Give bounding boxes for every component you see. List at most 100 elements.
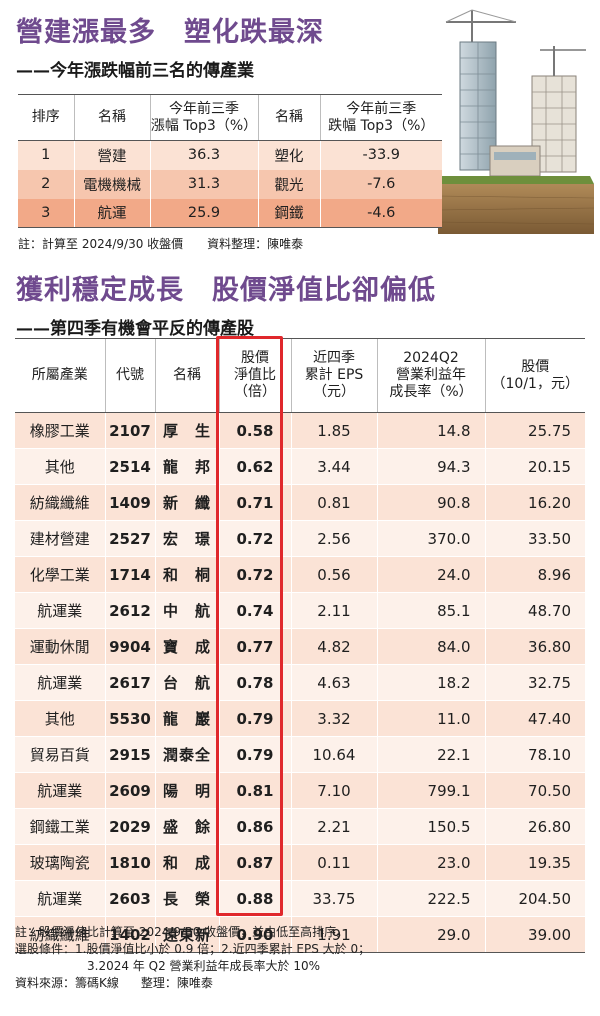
pbr-cell: 0.81	[218, 772, 291, 809]
pbr-cell: 0.62	[218, 448, 291, 485]
table-row: 紡織纖維 1409 新 纖 0.71 0.81 90.8 16.20	[15, 484, 585, 521]
table-row: 橡膠工業 2107 厚 生 0.58 1.85 14.8 25.75	[15, 412, 585, 449]
header-industry: 所屬產業	[15, 338, 105, 413]
eps-cell: 4.63	[290, 664, 377, 701]
table-row: 航運業 2609 陽 明 0.81 7.10 799.1 70.50	[15, 772, 585, 809]
industry-cell: 貿易百貨	[15, 736, 105, 773]
industry-cell: 航運業	[15, 880, 105, 917]
growth-cell: 799.1	[376, 772, 485, 809]
name-cell: 龍 邦	[154, 448, 219, 485]
pbr-cell: 0.79	[218, 736, 291, 773]
industry-cell: 化學工業	[15, 556, 105, 593]
fall-value-cell: -33.9	[319, 140, 442, 170]
name-cell: 新 纖	[154, 484, 219, 521]
growth-cell: 11.0	[376, 700, 485, 737]
eps-cell: 1.91	[290, 916, 377, 953]
criteria-line-2: 3.2024 年 Q2 營業利益年成長率大於 10%	[87, 959, 320, 973]
table-row: 鋼鐵工業 2029 盛 餘 0.86 2.21 150.5 26.80	[15, 808, 585, 845]
name-cell: 台 航	[154, 664, 219, 701]
header-name: 名稱	[73, 94, 150, 141]
section2-notes: 註：股價淨值比計算至 2024/9/30 收盤價，並由低至高排序。 選股條件：1…	[15, 924, 370, 992]
name-cell: 龍 巖	[154, 700, 219, 737]
source-line: 資料來源：籌碼K線 整理：陳唯泰	[15, 975, 370, 992]
header-name: 名稱	[154, 338, 219, 413]
name-cell: 和 桐	[154, 556, 219, 593]
industry-cell: 建材營建	[15, 520, 105, 557]
price-cell: 26.80	[484, 808, 585, 845]
pbr-cell: 0.77	[218, 628, 291, 665]
header-rise: 今年前三季 漲幅 Top3（%）	[149, 94, 258, 141]
rise-value-cell: 31.3	[149, 169, 258, 199]
section1-subtitle: ——今年漲跌幅前三名的傳產業	[16, 61, 254, 81]
eps-cell: 10.64	[290, 736, 377, 773]
pbr-cell: 0.78	[218, 664, 291, 701]
price-cell: 19.35	[484, 844, 585, 881]
section1-title: 營建漲最多 塑化跌最深	[16, 17, 324, 48]
code-cell: 2617	[104, 664, 155, 701]
table-row: 運動休閒 9904 寶 成 0.77 4.82 84.0 36.80	[15, 628, 585, 665]
price-cell: 204.50	[484, 880, 585, 917]
rise-value-cell: 25.9	[149, 198, 258, 228]
growth-cell: 94.3	[376, 448, 485, 485]
growth-cell: 23.0	[376, 844, 485, 881]
eps-cell: 3.44	[290, 448, 377, 485]
header-name2: 名稱	[257, 94, 320, 141]
code-cell: 1714	[104, 556, 155, 593]
growth-cell: 150.5	[376, 808, 485, 845]
industry-cell: 鋼鐵工業	[15, 808, 105, 845]
name-cell: 宏 璟	[154, 520, 219, 557]
growth-cell: 84.0	[376, 628, 485, 665]
table-header-row: 所屬產業 代號 名稱 股價 淨值比 （倍） 近四季 累計 EPS （元） 202…	[15, 338, 585, 413]
growth-cell: 24.0	[376, 556, 485, 593]
header-pbr: 股價 淨值比 （倍）	[218, 338, 291, 413]
section2-subtitle: ——第四季有機會平反的傳產股	[16, 319, 254, 339]
code-cell: 2609	[104, 772, 155, 809]
pbr-note: 註：股價淨值比計算至 2024/9/30 收盤價，並由低至高排序。	[15, 925, 349, 939]
growth-cell: 222.5	[376, 880, 485, 917]
fall-value-cell: -7.6	[319, 169, 442, 199]
pbr-cell: 0.58	[218, 412, 291, 449]
name-cell: 寶 成	[154, 628, 219, 665]
eps-cell: 0.81	[290, 484, 377, 521]
table-row: 其他 2514 龍 邦 0.62 3.44 94.3 20.15	[15, 448, 585, 485]
price-cell: 20.15	[484, 448, 585, 485]
price-cell: 47.40	[484, 700, 585, 737]
fall-name-cell: 觀光	[257, 169, 320, 199]
table-header-row: 排序 名稱 今年前三季 漲幅 Top3（%） 名稱 今年前三季 跌幅 Top3（…	[18, 94, 442, 141]
table-row: 玻璃陶瓷 1810 和 成 0.87 0.11 23.0 19.35	[15, 844, 585, 881]
code-cell: 2612	[104, 592, 155, 629]
table-row: 2 電機機械 31.3 觀光 -7.6	[18, 169, 442, 199]
industry-cell: 玻璃陶瓷	[15, 844, 105, 881]
header-code: 代號	[104, 338, 155, 413]
pbr-cell: 0.79	[218, 700, 291, 737]
industry-cell: 運動休閒	[15, 628, 105, 665]
growth-cell: 18.2	[376, 664, 485, 701]
name-cell: 中 航	[154, 592, 219, 629]
rise-value-cell: 36.3	[149, 140, 258, 170]
table-row: 3 航運 25.9 鋼鐵 -4.6	[18, 198, 442, 228]
eps-cell: 33.75	[290, 880, 377, 917]
code-cell: 9904	[104, 628, 155, 665]
fall-name-cell: 塑化	[257, 140, 320, 170]
table-row: 航運業 2603 長 榮 0.88 33.75 222.5 204.50	[15, 880, 585, 917]
eps-cell: 0.56	[290, 556, 377, 593]
eps-cell: 7.10	[290, 772, 377, 809]
code-cell: 5530	[104, 700, 155, 737]
eps-cell: 2.56	[290, 520, 377, 557]
price-cell: 78.10	[484, 736, 585, 773]
top3-industry-table: 排序 名稱 今年前三季 漲幅 Top3（%） 名稱 今年前三季 跌幅 Top3（…	[18, 94, 442, 228]
pbr-cell: 0.86	[218, 808, 291, 845]
eps-cell: 0.11	[290, 844, 377, 881]
table-row: 貿易百貨 2915 潤泰全 0.79 10.64 22.1 78.10	[15, 736, 585, 773]
code-cell: 1810	[104, 844, 155, 881]
name-cell: 厚 生	[154, 412, 219, 449]
name-cell: 長 榮	[154, 880, 219, 917]
eps-cell: 2.11	[290, 592, 377, 629]
table-row: 1 營建 36.3 塑化 -33.9	[18, 140, 442, 170]
industry-cell: 橡膠工業	[15, 412, 105, 449]
price-cell: 48.70	[484, 592, 585, 629]
rise-name-cell: 電機機械	[73, 169, 150, 199]
table-row: 紡織纖維 1402 遠東新 0.90 1.91 29.0 39.00	[15, 916, 585, 953]
code-cell: 2029	[104, 808, 155, 845]
rank-cell: 2	[18, 169, 74, 199]
